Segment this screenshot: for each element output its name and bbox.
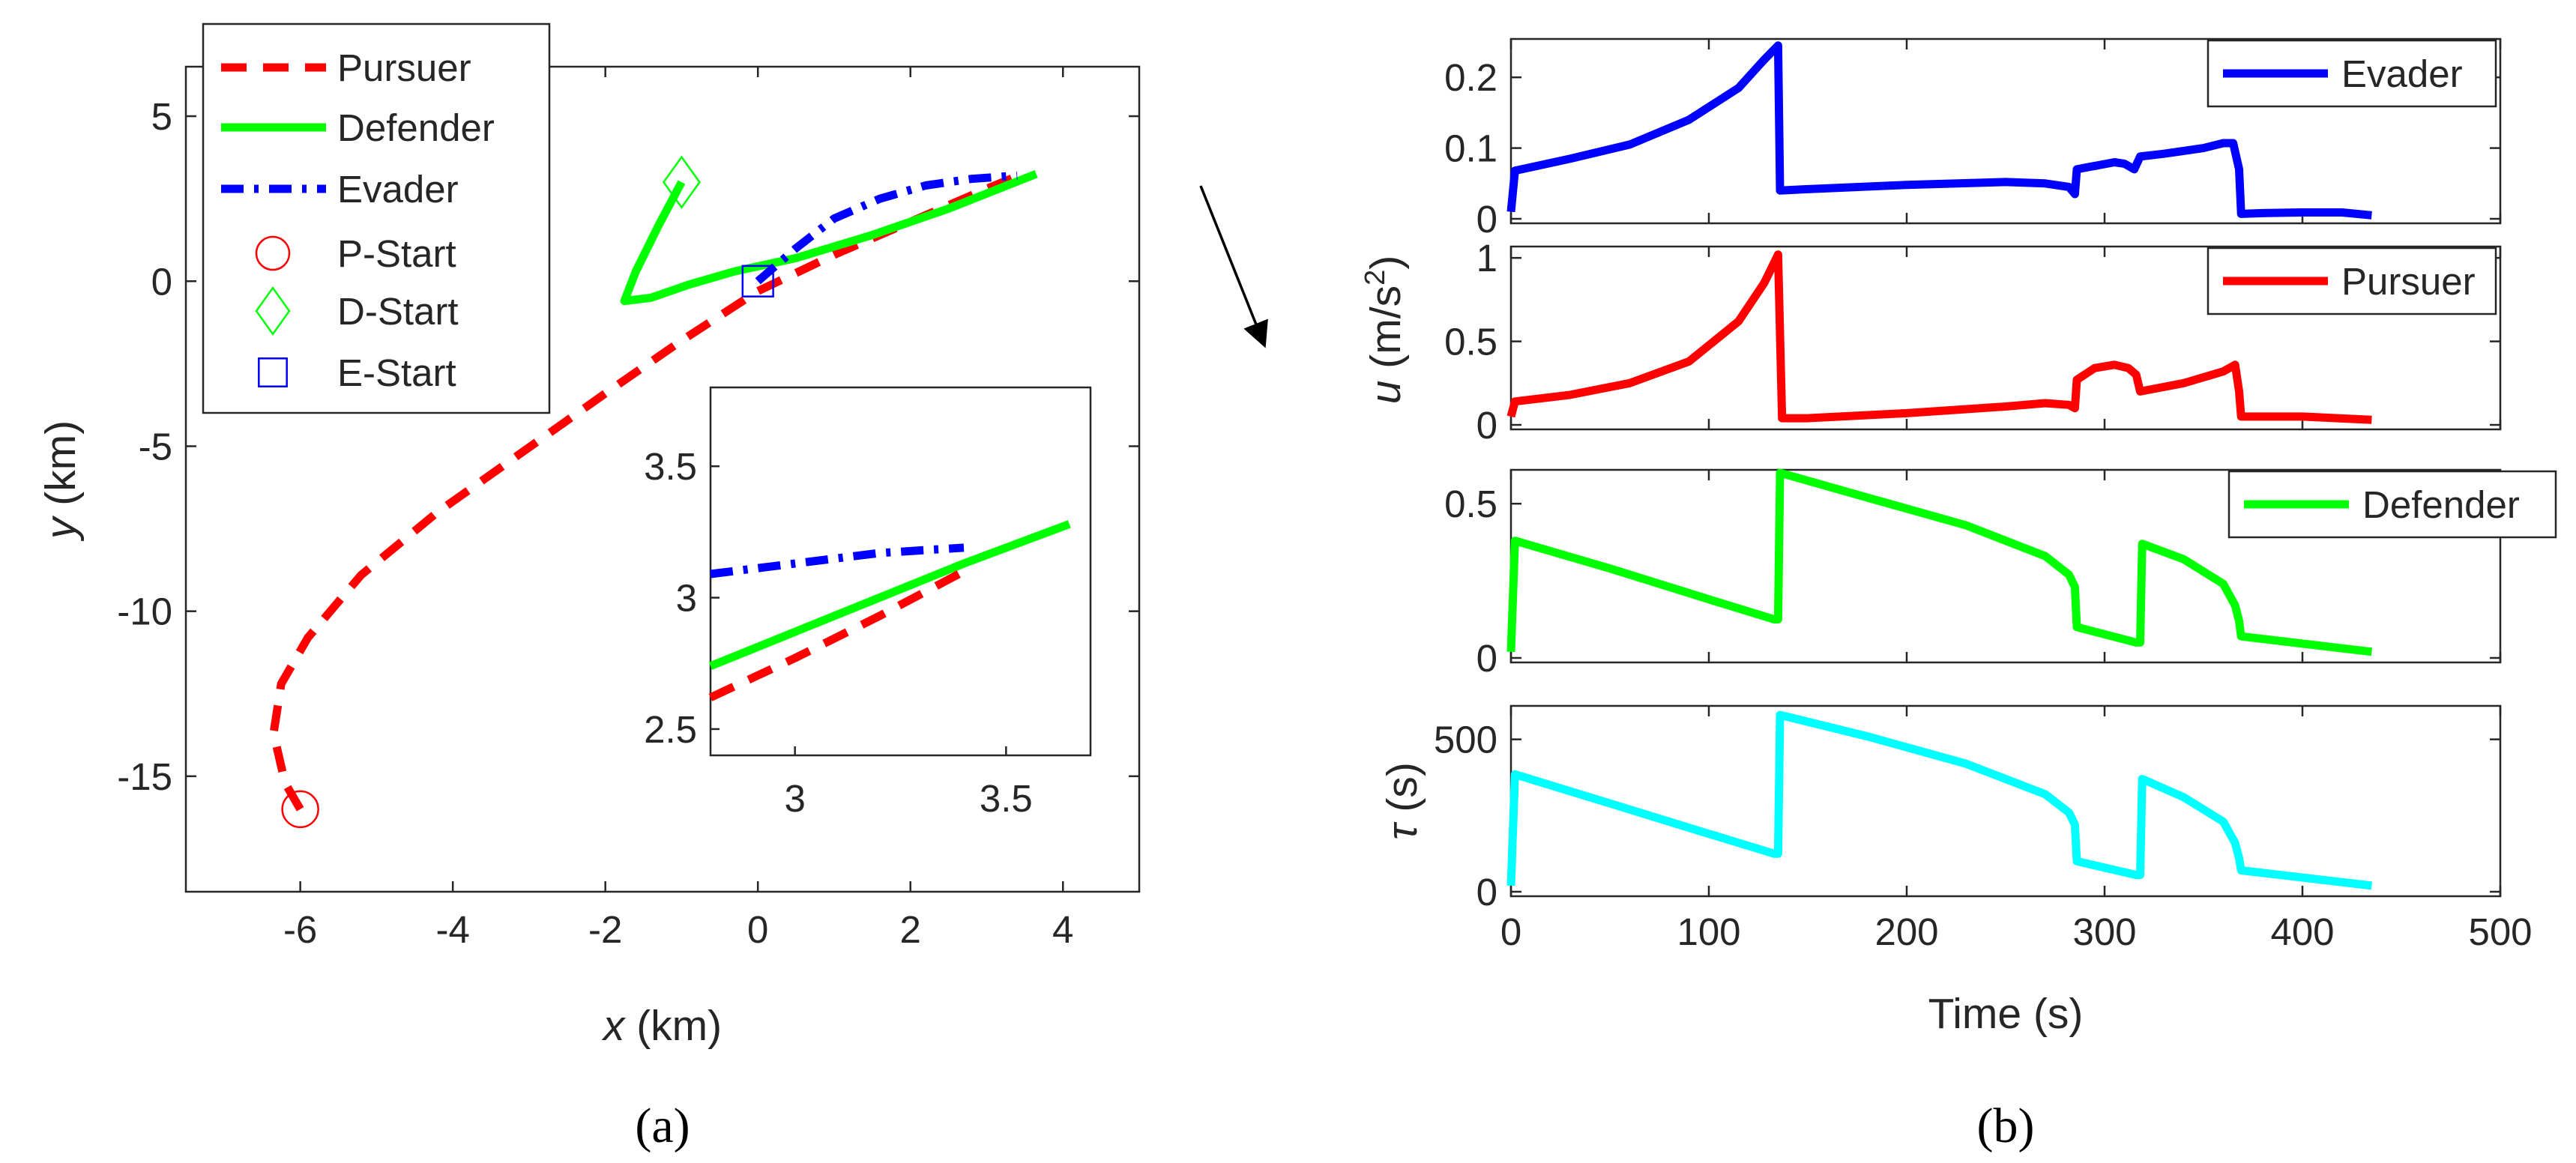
inset-y-tick-label: 2.5 <box>644 708 697 751</box>
y-axis-label-u: u (m/s2) <box>1360 256 1410 404</box>
legend-marker-e-start <box>258 357 288 387</box>
inset-y-tick-label: 3.5 <box>644 445 697 488</box>
legend-label-evader: Evader <box>337 168 459 211</box>
y-axis-label-a-unit: (km) <box>37 420 85 518</box>
marker-d-start <box>662 155 701 209</box>
legend-label-pursuer: Pursuer <box>2341 260 2476 303</box>
subplot-defender: 0 0.5 Defender <box>1444 468 2557 680</box>
y-axis-label-u-close: ) <box>1362 256 1410 270</box>
series-line-defender <box>620 169 1038 306</box>
x-tick-label: -2 <box>588 908 622 951</box>
series-line-tau <box>1506 710 2373 890</box>
x-axis-label-a-var: x <box>601 1002 627 1050</box>
y-tick-label: 1 <box>1476 237 1497 280</box>
x-tick-label: 300 <box>2072 910 2136 953</box>
y-tick-label: 0 <box>151 260 172 303</box>
legend-label-pursuer: Pursuer <box>337 46 471 89</box>
legend-label-evader: Evader <box>2341 52 2463 95</box>
series-line-defender <box>1506 468 2373 656</box>
x-tick-label: 0 <box>747 908 768 951</box>
inset-series-line-defender <box>708 520 1071 670</box>
x-axis-label-a: x (km) <box>601 1002 722 1050</box>
x-tick-label: 400 <box>2270 910 2334 953</box>
chart-a: -6 -4 -2 0 2 450-5-10-15x (km)y (km)3 3.53.532… <box>37 22 1268 1153</box>
x-axis-label-b: Time (s) <box>1928 990 2084 1038</box>
legend-box <box>202 22 551 414</box>
legend-label-e-start: E-Start <box>337 351 456 394</box>
inset-series-line-evader <box>710 543 965 579</box>
x-tick-label: 200 <box>1874 910 1938 953</box>
series-line-pursuer <box>1506 250 2372 424</box>
y-tick-label: 0.2 <box>1444 56 1497 99</box>
x-tick-label: 0 <box>1500 910 1521 953</box>
x-tick-label: 100 <box>1677 910 1740 953</box>
legend-label-defender: Defender <box>337 106 495 149</box>
caption-b: (b) <box>1977 1099 2035 1153</box>
y-tick-label: 0 <box>1476 637 1497 680</box>
x-tick-label: -6 <box>283 908 317 951</box>
subplot-pursuer: 0 0.5 1 Pursuer <box>1444 237 2502 447</box>
plot-area-pursuer <box>1509 245 2502 431</box>
inset-series-line-pursuer <box>708 567 966 701</box>
y-tick-label: -5 <box>139 425 172 468</box>
y-tick-label: 0 <box>1476 871 1497 913</box>
y-axis-label-tau: τ (s) <box>1378 762 1426 840</box>
legend-marker-p-start <box>255 235 291 271</box>
y-axis-label-tau-var: τ <box>1378 821 1426 840</box>
plot-area-a <box>184 65 1141 893</box>
caption-a: (a) <box>635 1099 690 1153</box>
marker-p-start <box>281 790 319 829</box>
y-tick-label: 0.5 <box>1444 321 1497 363</box>
y-tick-label: -10 <box>117 590 172 633</box>
y-tick-label: 0.5 <box>1444 483 1497 525</box>
legend-a: Pursuer Defender Evader P-Start D-Start E-Sta… <box>202 22 551 414</box>
y-axis-label-a: y (km) <box>37 420 85 542</box>
inset-x-tick-label: 3 <box>784 777 805 820</box>
series-line-evader <box>1506 41 2372 220</box>
x-tick-label: 500 <box>2468 910 2532 953</box>
x-tick-label: 2 <box>900 908 921 951</box>
marker-e-start <box>741 265 774 297</box>
inset-plot-area <box>709 386 1092 757</box>
legend-label-p-start: P-Start <box>337 232 456 275</box>
y-axis-label-a-var: y <box>37 515 85 542</box>
x-tick-label: -4 <box>435 908 469 951</box>
y-tick-label: 0 <box>1476 404 1497 447</box>
y-axis-label-u-sup: 2 <box>1360 270 1391 286</box>
legend-marker-d-start <box>255 286 291 336</box>
inset-x-tick-label: 3.5 <box>980 777 1033 820</box>
legend-label-defender: Defender <box>2362 483 2520 526</box>
y-tick-label: 0 <box>1476 198 1497 241</box>
y-tick-label: 5 <box>151 95 172 138</box>
legend-label-d-start: D-Start <box>337 290 459 333</box>
y-tick-label: 500 <box>1434 719 1497 761</box>
plot-area-evader <box>1509 37 2502 225</box>
y-tick-label: 0.1 <box>1444 127 1497 170</box>
zoom-arrow <box>1199 185 1268 348</box>
y-axis-label-tau-unit: (s) <box>1378 762 1426 824</box>
plot-area-tau <box>1509 704 2502 898</box>
series-line-evader <box>755 171 1018 285</box>
x-tick-label: 4 <box>1052 908 1073 951</box>
inset-y-tick-label: 3 <box>676 577 697 620</box>
y-axis-label-u-unit: (m/s <box>1362 286 1410 381</box>
subplot-evader: 0 0.1 0.2 Evader <box>1444 37 2502 241</box>
y-axis-label-u-var: u <box>1362 381 1410 405</box>
chart-b: 0 0.1 0.2 Evader 0 0.5 1 Pursuer 0 0.5 Defender 0 50… <box>1360 37 2557 1153</box>
x-axis-label-a-unit: (km) <box>624 1002 722 1050</box>
y-tick-label: -15 <box>117 755 172 798</box>
